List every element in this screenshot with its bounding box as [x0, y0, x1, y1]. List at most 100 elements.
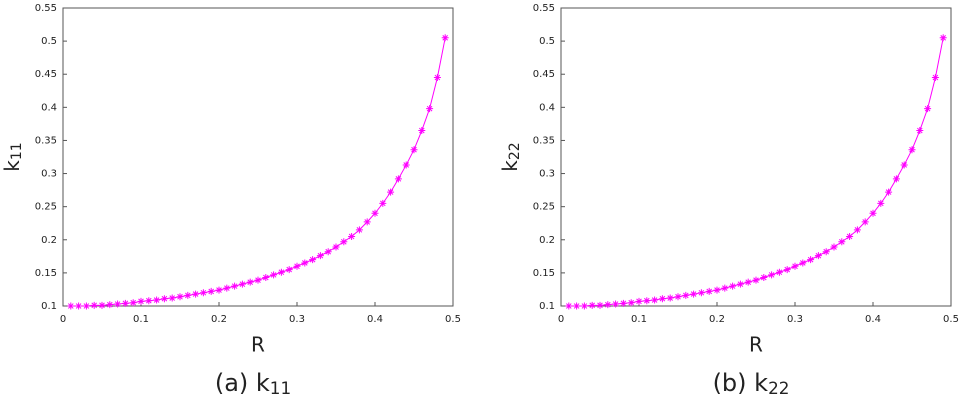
caption-sub: 22	[768, 378, 789, 398]
point-marker	[137, 297, 145, 305]
point-marker	[379, 199, 387, 207]
point-marker	[121, 299, 129, 307]
point-marker	[666, 294, 674, 302]
point-marker	[246, 278, 254, 286]
y-tick-label: 0.5	[539, 36, 555, 47]
point-marker	[807, 256, 815, 264]
point-marker	[853, 226, 861, 234]
y-tick-label: 0.3	[539, 169, 555, 180]
y-axis-label: k11	[0, 142, 25, 171]
y-tick-label: 0.4	[539, 102, 555, 113]
x-tick-label: 0.2	[709, 314, 725, 325]
caption-main: (a) k	[215, 369, 270, 397]
point-marker	[697, 289, 705, 297]
point-marker	[309, 256, 317, 264]
point-marker	[651, 296, 659, 304]
x-tick-label: 0.5	[943, 314, 959, 325]
point-marker	[635, 297, 643, 305]
x-tick-label: 0.2	[211, 314, 227, 325]
point-marker	[822, 248, 830, 256]
point-marker	[783, 266, 791, 274]
point-marker	[900, 161, 908, 169]
x-tick-label: 0	[60, 314, 66, 325]
point-marker	[799, 259, 807, 267]
y-axis-label-main: k	[0, 160, 24, 172]
point-marker	[332, 243, 340, 251]
point-marker	[348, 232, 356, 240]
point-marker	[153, 296, 161, 304]
point-marker	[75, 302, 83, 310]
point-marker	[682, 291, 690, 299]
point-marker	[441, 34, 449, 42]
point-marker	[713, 286, 721, 294]
y-tick-label: 0.25	[35, 202, 57, 213]
point-marker	[736, 280, 744, 288]
point-marker	[418, 127, 426, 135]
point-marker	[82, 302, 90, 310]
y-axis-label-sub: 22	[507, 142, 523, 160]
point-marker	[674, 293, 682, 301]
y-axis-label-sub: 11	[9, 142, 25, 160]
y-tick-label: 0.5	[41, 36, 57, 47]
point-marker	[433, 74, 441, 82]
point-marker	[588, 301, 596, 309]
point-marker	[838, 238, 846, 246]
point-marker	[254, 276, 262, 284]
point-marker	[114, 300, 122, 308]
point-marker	[721, 284, 729, 292]
point-marker	[184, 291, 192, 299]
point-marker	[355, 226, 363, 234]
point-marker	[285, 266, 293, 274]
y-tick-label: 0.55	[533, 3, 555, 14]
point-marker	[238, 280, 246, 288]
y-tick-label: 0.45	[35, 69, 57, 80]
plot-frame	[560, 7, 952, 307]
point-marker	[775, 268, 783, 276]
y-axis-label: k22	[498, 142, 524, 171]
point-marker	[573, 302, 581, 310]
point-marker	[791, 262, 799, 270]
point-marker	[262, 274, 270, 282]
x-tick-label: 0.1	[133, 314, 149, 325]
point-marker	[301, 259, 309, 267]
point-marker	[752, 276, 760, 284]
point-marker	[363, 218, 371, 226]
point-marker	[160, 295, 168, 303]
point-marker	[744, 278, 752, 286]
point-marker	[192, 290, 200, 298]
x-tick-label: 0.1	[631, 314, 647, 325]
point-marker	[729, 282, 737, 290]
caption-main: (b) k	[713, 369, 769, 397]
x-axis-label: R	[749, 333, 763, 357]
line	[568, 37, 944, 307]
x-axis-label: R	[251, 333, 265, 357]
point-marker	[690, 290, 698, 298]
y-tick-label: 0.35	[35, 135, 57, 146]
point-marker	[924, 105, 932, 113]
line	[70, 37, 446, 307]
point-marker	[371, 209, 379, 217]
point-marker	[908, 146, 916, 154]
point-marker	[410, 146, 418, 154]
point-marker	[877, 199, 885, 207]
point-marker	[426, 105, 434, 113]
y-tick-label: 0.4	[41, 102, 57, 113]
y-tick-label: 0.3	[41, 169, 57, 180]
point-marker	[98, 301, 106, 309]
point-marker	[176, 293, 184, 301]
point-marker	[627, 299, 635, 307]
y-tick-label: 0.2	[41, 235, 57, 246]
point-marker	[387, 188, 395, 196]
y-tick-label: 0.15	[533, 268, 555, 279]
point-marker	[768, 271, 776, 279]
point-marker	[106, 301, 114, 309]
point-marker	[168, 294, 176, 302]
y-tick-label: 0.2	[539, 235, 555, 246]
point-marker	[705, 287, 713, 295]
y-tick-label: 0.15	[35, 268, 57, 279]
x-tick-label: 0.3	[787, 314, 803, 325]
point-marker	[830, 243, 838, 251]
point-marker	[612, 300, 620, 308]
point-marker	[90, 301, 98, 309]
